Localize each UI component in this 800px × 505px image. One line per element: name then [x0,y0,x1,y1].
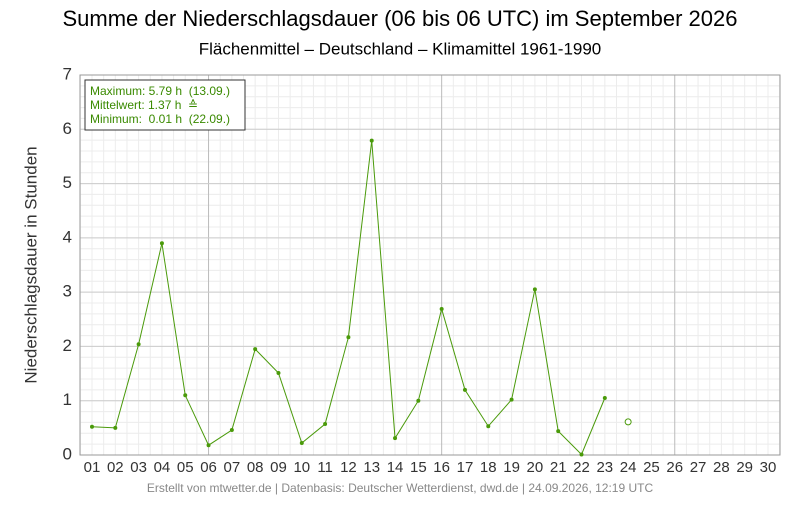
data-point [229,428,234,433]
x-tick-label: 08 [247,459,264,476]
x-tick-label: 06 [200,459,217,476]
x-tick-label: 12 [340,459,357,476]
data-point [556,429,561,434]
y-tick-label: 5 [63,173,72,192]
y-tick-label: 0 [63,444,72,463]
x-tick-label: 23 [596,459,613,476]
x-tick-label: 24 [620,459,637,476]
data-point [624,418,632,426]
plot-frame [79,74,781,456]
y-tick-label: 2 [63,336,72,355]
data-point [509,397,514,402]
x-tick-label: 05 [177,459,194,476]
data-point [486,424,491,429]
x-tick-label: 28 [713,459,730,476]
x-tick-label: 30 [760,459,777,476]
annotation: Maximum: 5.79 h (13.09.) [90,84,230,98]
x-tick-label: 19 [503,459,520,476]
y-tick-label: 3 [63,282,72,301]
annotation: Mittelwert: 1.37 h ≙ [90,98,198,112]
x-tick-label: 25 [643,459,660,476]
x-tick-label: 27 [690,459,707,476]
data-point [323,422,328,427]
x-tick-label: 29 [736,459,753,476]
annotation-box [84,79,246,131]
x-tick-label: 15 [410,459,427,476]
x-tick-label: 01 [84,459,101,476]
data-point [206,443,211,448]
chart-subtitle: Flächenmittel – Deutschland – Klimamitte… [199,39,602,58]
data-point [183,393,188,398]
data-point [579,452,584,457]
data-point [346,335,351,340]
y-tick-label: 4 [63,227,72,246]
data-point [159,241,164,246]
footer: Erstellt von mtwetter.de | Datenbasis: D… [147,481,654,495]
data-point [369,138,374,143]
data-point [602,396,607,400]
x-tick-label: 09 [270,459,287,476]
data-point [393,436,398,441]
x-tick-label: 14 [387,459,404,476]
chart-title: Summe der Niederschlagsdauer (06 bis 06 … [63,6,738,31]
data-point [439,306,444,311]
x-tick-label: 20 [527,459,544,476]
data-point [299,441,304,446]
x-tick-label: 18 [480,459,497,476]
data-point [136,342,141,347]
x-tick-label: 21 [550,459,567,476]
x-tick-label: 07 [224,459,241,476]
x-tick-label: 02 [107,459,124,476]
data-point [113,425,118,430]
x-tick-label: 16 [433,459,450,476]
x-tick-label: 26 [666,459,683,476]
data-point [462,387,467,392]
x-tick-label: 11 [317,459,333,476]
y-tick-label: 1 [63,390,72,409]
x-tick-label: 10 [293,459,310,476]
data-point [416,398,421,403]
data-point [532,287,537,292]
x-tick-label: 04 [154,459,171,476]
x-tick-label: 22 [573,459,590,476]
data-point [90,424,94,429]
y-axis-label: Niederschlagsdauer in Stunden [21,146,40,383]
y-tick-label: 6 [63,119,72,138]
x-tick-label: 17 [457,459,474,476]
data-point [253,347,258,352]
annotation: Minimum: 0.01 h (22.09.) [90,112,230,126]
y-tick-label: 7 [63,64,72,83]
x-tick-label: 03 [130,459,147,476]
x-tick-label: 13 [363,459,380,476]
data-point [276,371,281,376]
